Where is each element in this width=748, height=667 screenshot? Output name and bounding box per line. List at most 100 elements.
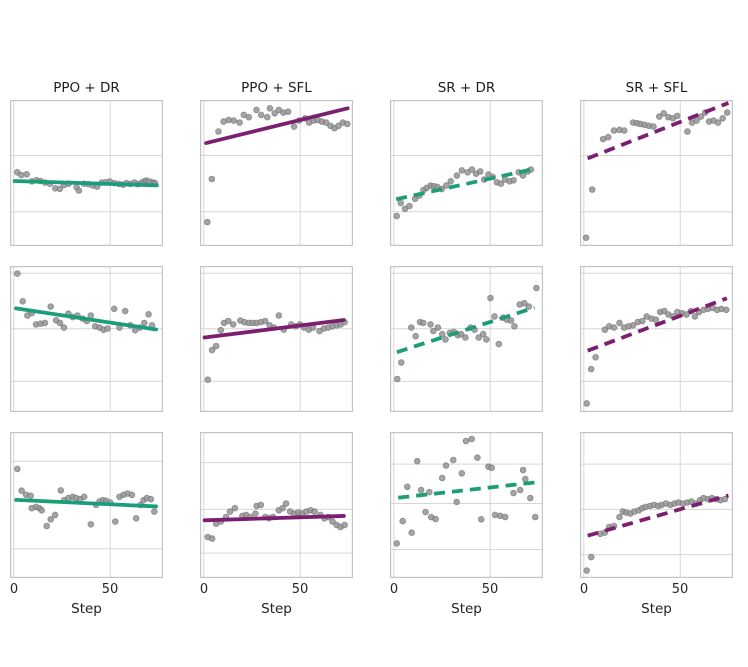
xtick-0-col2: 0 bbox=[199, 582, 209, 597]
xtick-50-col3: 50 bbox=[481, 582, 499, 597]
xtick-50-col1: 50 bbox=[101, 582, 119, 597]
scatter-point bbox=[75, 187, 83, 194]
scatter-point bbox=[588, 186, 596, 193]
scatter-point bbox=[397, 199, 404, 207]
scatter-point bbox=[629, 321, 637, 329]
scatter-point bbox=[257, 501, 265, 509]
xlabel-step-col1: Step bbox=[71, 601, 102, 617]
scatter-point bbox=[282, 500, 290, 507]
xlabel-step-col3: Step bbox=[451, 601, 482, 617]
scatter-point bbox=[212, 342, 220, 350]
scatter-point bbox=[231, 504, 239, 512]
scatter-point bbox=[217, 326, 225, 334]
panel-title-ppo-dr: PPO + DR bbox=[53, 80, 120, 96]
plot-sr-sfl-r3 bbox=[580, 432, 733, 578]
trend-line-sr-dr-r1 bbox=[395, 166, 536, 202]
scatter-point bbox=[449, 456, 457, 464]
scatter-point bbox=[495, 340, 503, 348]
scatter-point bbox=[474, 454, 481, 462]
scatter-point bbox=[417, 486, 425, 494]
trend-line-sr-sfl-r1 bbox=[586, 101, 730, 161]
scatter-point bbox=[674, 112, 681, 120]
scatter-point bbox=[311, 508, 318, 515]
plot-sr-sfl-r1 bbox=[580, 100, 733, 246]
scatter-point bbox=[141, 319, 148, 327]
scatter-point bbox=[406, 202, 413, 210]
scatter-point bbox=[714, 119, 722, 126]
scatter-point bbox=[208, 346, 216, 354]
scatter-point bbox=[419, 319, 427, 327]
scatter-point bbox=[245, 113, 253, 121]
scatter-point bbox=[394, 375, 401, 383]
scatter-point bbox=[691, 313, 699, 320]
scatter-point bbox=[501, 513, 509, 521]
scatter-point bbox=[128, 491, 136, 499]
scatter-point bbox=[442, 462, 450, 469]
scatter-point bbox=[47, 516, 54, 523]
scatter-point bbox=[438, 330, 446, 338]
scatter-point bbox=[257, 111, 265, 119]
scatter-point bbox=[652, 316, 660, 323]
scatter-point bbox=[397, 359, 405, 366]
scatter-point bbox=[458, 167, 466, 174]
scatter-point bbox=[477, 516, 485, 523]
scatter-point bbox=[475, 334, 482, 341]
scatter-point bbox=[413, 457, 421, 465]
scatter-point bbox=[329, 518, 336, 525]
scatter-point bbox=[47, 303, 54, 310]
plot-ppo-sfl-r1 bbox=[200, 100, 353, 246]
scatter-point bbox=[43, 522, 50, 530]
scatter-point bbox=[147, 495, 155, 503]
scatter-point bbox=[226, 508, 234, 515]
scatter-point bbox=[527, 494, 534, 502]
scatter-point bbox=[684, 128, 691, 135]
plot-ppo-sfl-r3 bbox=[200, 432, 353, 578]
xtick-0-col4: 0 bbox=[579, 582, 589, 597]
scatter-point bbox=[616, 319, 623, 327]
plot-sr-dr-r1 bbox=[390, 100, 543, 246]
scatter-point bbox=[208, 175, 216, 183]
scatter-point bbox=[488, 464, 495, 472]
scatter-point bbox=[224, 317, 232, 325]
scatter-point bbox=[284, 108, 292, 115]
scatter-point bbox=[14, 270, 21, 277]
scatter-point bbox=[601, 326, 609, 333]
xlabel-step-col4: Step bbox=[641, 601, 672, 617]
trend-line-sr-dr-r2 bbox=[396, 305, 536, 354]
scatter-point bbox=[344, 120, 351, 128]
scatter-point bbox=[583, 400, 590, 407]
scatter-point bbox=[521, 299, 528, 307]
scatter-point bbox=[616, 513, 623, 521]
scatter-point bbox=[19, 297, 26, 305]
trend-line-ppo-sfl-r1 bbox=[204, 106, 350, 145]
scatter-point bbox=[483, 336, 490, 343]
scatter-point bbox=[204, 218, 211, 226]
scatter-point bbox=[18, 487, 25, 494]
scatter-point bbox=[27, 492, 35, 500]
scatter-point bbox=[660, 109, 667, 117]
scatter-point bbox=[650, 123, 657, 130]
scatter-point bbox=[453, 172, 461, 179]
scatter-point bbox=[110, 305, 118, 313]
trend-line-sr-sfl-r2 bbox=[586, 296, 728, 353]
scatter-point bbox=[721, 495, 729, 503]
scatter-point bbox=[408, 529, 416, 536]
scatter-point bbox=[683, 311, 690, 318]
scatter-point bbox=[208, 535, 216, 542]
trend-line-sr-dr-r3 bbox=[398, 480, 537, 500]
scatter-point bbox=[230, 117, 238, 124]
scatter-point bbox=[261, 317, 269, 325]
scatter-point bbox=[425, 488, 433, 496]
scatter-point bbox=[412, 332, 419, 340]
scatter-point bbox=[491, 313, 498, 320]
scatter-point bbox=[422, 508, 429, 516]
scatter-point bbox=[453, 498, 460, 506]
scatter-point bbox=[145, 310, 152, 318]
xtick-50-col2: 50 bbox=[291, 582, 309, 597]
scatter-point bbox=[56, 185, 64, 193]
scatter-point bbox=[723, 109, 731, 116]
scatter-point bbox=[468, 435, 475, 443]
plot-ppo-dr-r2 bbox=[10, 266, 163, 412]
scatter-point bbox=[57, 487, 65, 494]
xtick-0-col3: 0 bbox=[389, 582, 399, 597]
